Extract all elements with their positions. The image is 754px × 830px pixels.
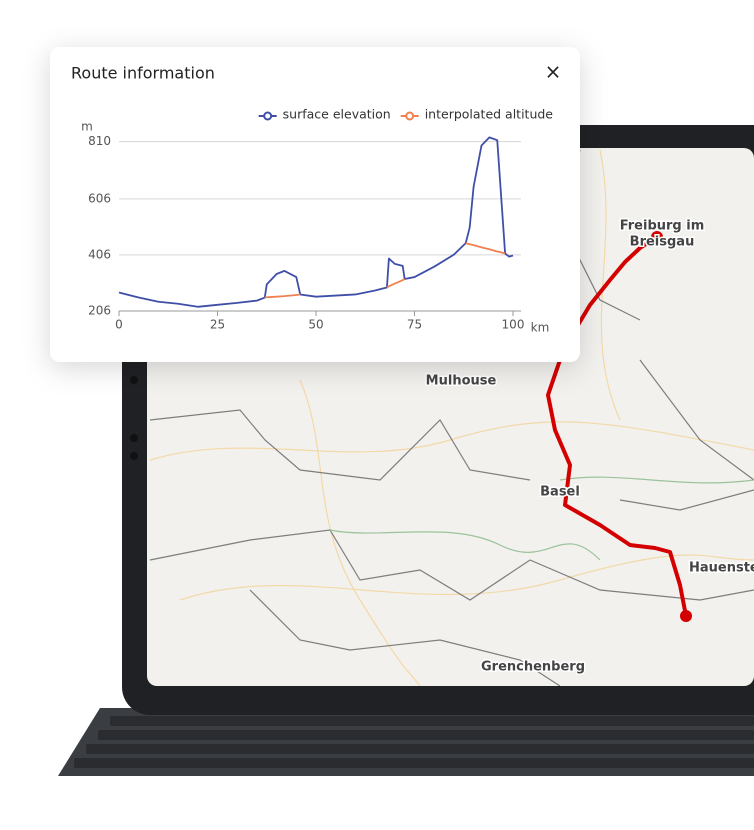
- y-axis-label: m: [81, 120, 93, 134]
- map-label: Freiburg im: [620, 219, 705, 234]
- y-tick-label: 406: [88, 247, 111, 261]
- camera-dots: [130, 376, 138, 460]
- legend-label: interpolated altitude: [425, 107, 554, 122]
- y-tick-label: 810: [88, 134, 111, 148]
- map-label: Hauenstein: [689, 561, 754, 576]
- route: [546, 235, 688, 617]
- series-line: [386, 278, 406, 289]
- map-label: Mulhouse: [426, 374, 497, 389]
- x-tick-label: 100: [502, 318, 525, 332]
- route-start: [651, 231, 663, 243]
- x-tick-label: 50: [308, 318, 323, 332]
- y-tick-label: 206: [88, 304, 111, 318]
- x-tick-label: 25: [210, 318, 225, 332]
- x-axis-label: km: [531, 321, 550, 335]
- chart: 206 406 606 810 0 25 50 75 100 m km interpolated al…: [81, 107, 553, 335]
- map-label: Basel: [540, 485, 580, 500]
- x-tick-label: 0: [115, 318, 123, 332]
- rivers: [329, 476, 754, 561]
- dialog-title: Route information: [71, 64, 215, 83]
- legend-marker: [263, 111, 273, 121]
- map-label: Breisgau: [630, 235, 695, 250]
- legend-marker: [405, 111, 415, 121]
- map-label: Grenchenberg: [481, 660, 585, 675]
- series-line: [465, 242, 506, 255]
- legend-label: surface elevation: [283, 107, 391, 122]
- x-tick-label: 75: [407, 318, 422, 332]
- keys: [74, 716, 754, 768]
- close-button[interactable]: ×: [545, 60, 562, 84]
- y-tick-label: 606: [88, 191, 111, 205]
- series-line: [264, 293, 301, 299]
- dialog: [50, 47, 580, 362]
- series-line: [118, 136, 514, 308]
- route-end: [680, 610, 692, 622]
